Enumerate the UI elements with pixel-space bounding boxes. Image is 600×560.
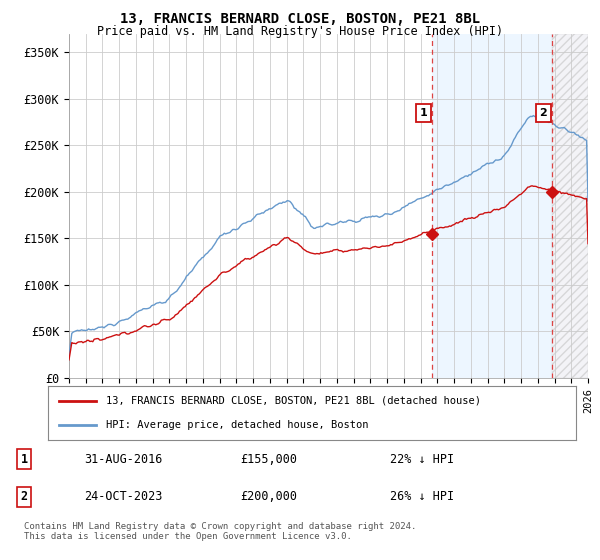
Text: Contains HM Land Registry data © Crown copyright and database right 2024.
This d: Contains HM Land Registry data © Crown c… bbox=[24, 522, 416, 542]
Text: £155,000: £155,000 bbox=[240, 452, 297, 465]
Text: 31-AUG-2016: 31-AUG-2016 bbox=[84, 452, 163, 465]
Text: £200,000: £200,000 bbox=[240, 491, 297, 503]
Text: HPI: Average price, detached house, Boston: HPI: Average price, detached house, Bost… bbox=[106, 420, 368, 430]
Text: 2: 2 bbox=[539, 108, 547, 118]
Text: 2: 2 bbox=[20, 491, 28, 503]
Bar bbox=[432, 34, 551, 378]
Text: 13, FRANCIS BERNARD CLOSE, BOSTON, PE21 8BL (detached house): 13, FRANCIS BERNARD CLOSE, BOSTON, PE21 … bbox=[106, 396, 481, 406]
Text: 1: 1 bbox=[419, 108, 427, 118]
Bar bbox=[551, 34, 588, 378]
Text: 13, FRANCIS BERNARD CLOSE, BOSTON, PE21 8BL: 13, FRANCIS BERNARD CLOSE, BOSTON, PE21 … bbox=[120, 12, 480, 26]
Text: Price paid vs. HM Land Registry's House Price Index (HPI): Price paid vs. HM Land Registry's House … bbox=[97, 25, 503, 38]
Text: 22% ↓ HPI: 22% ↓ HPI bbox=[390, 452, 454, 465]
Text: 26% ↓ HPI: 26% ↓ HPI bbox=[390, 491, 454, 503]
Text: 24-OCT-2023: 24-OCT-2023 bbox=[84, 491, 163, 503]
Text: 1: 1 bbox=[20, 452, 28, 465]
